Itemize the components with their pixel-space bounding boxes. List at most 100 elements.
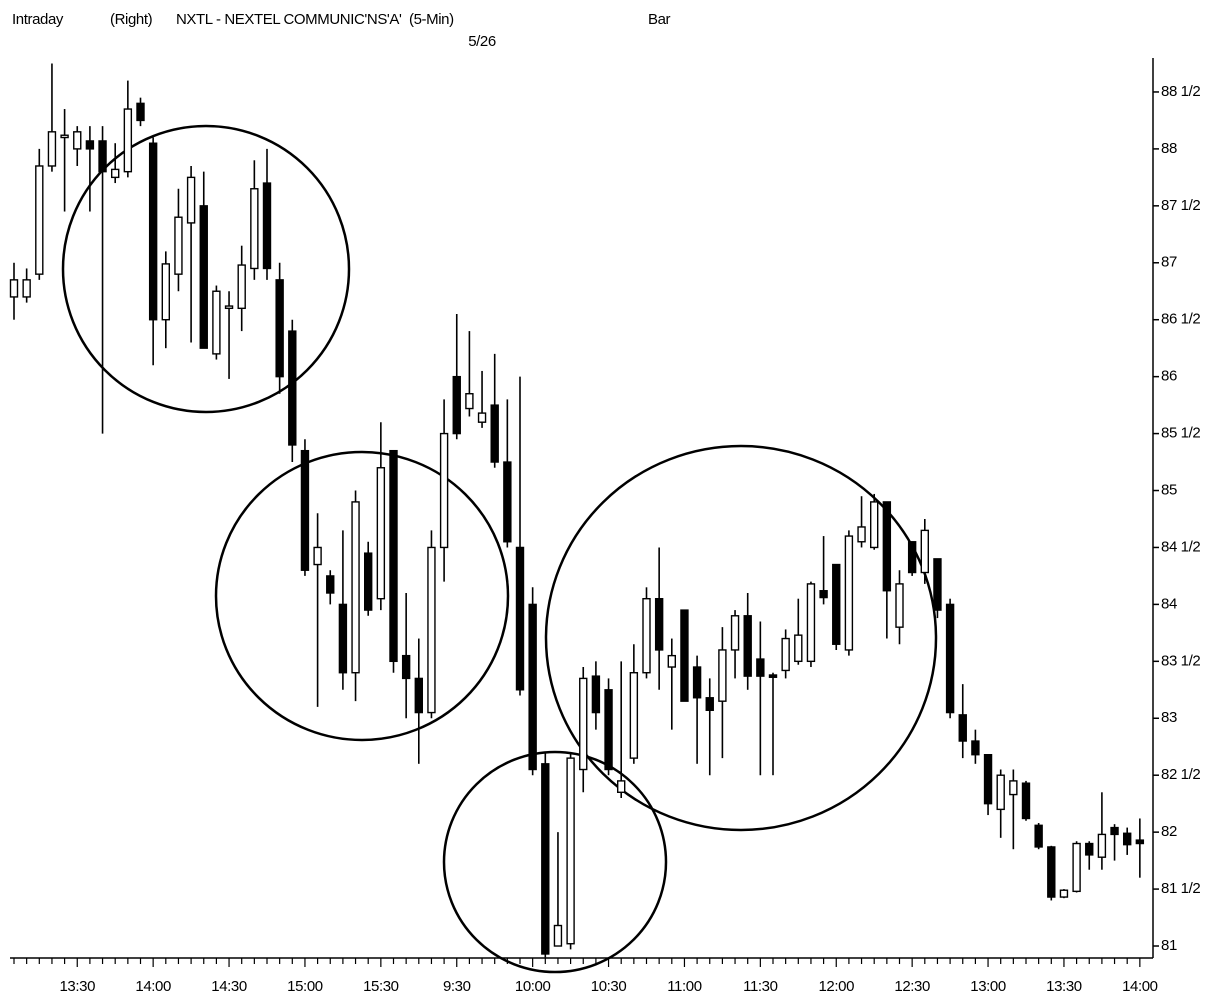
x-tick-label: 15:00 [287, 978, 323, 995]
x-tick-label: 13:00 [970, 978, 1006, 995]
candle-body [1085, 842, 1094, 856]
candle-body [47, 131, 57, 167]
candle-body [85, 140, 95, 150]
x-tick-label: 12:30 [894, 978, 930, 995]
chart-title: NXTL - NEXTEL COMMUNIC'NS'A' (5-Min) [176, 11, 454, 28]
mode-label: Intraday [12, 11, 64, 28]
candle-body [503, 461, 512, 543]
candle-body [857, 526, 866, 543]
candle-body [730, 615, 740, 651]
candle-body [237, 264, 246, 310]
candle-body [123, 108, 133, 173]
x-tick-label: 9:30 [443, 978, 471, 995]
candle-body [427, 546, 436, 714]
candle-body [971, 740, 980, 756]
candle-body [642, 597, 651, 674]
x-tick-label: 14:00 [135, 978, 171, 995]
candle-body [541, 763, 550, 955]
candle-body [477, 412, 487, 423]
candle-body [1072, 842, 1081, 893]
annotation-circle [214, 450, 510, 742]
y-tick-label: 86 1/2 [1161, 311, 1200, 328]
annotation-circle [61, 124, 351, 414]
candle-body [1047, 846, 1056, 898]
candle-body [756, 658, 765, 677]
candle-body [73, 131, 82, 150]
candle-body [1009, 780, 1018, 796]
candle-body [199, 205, 208, 349]
y-tick-label: 87 [1161, 254, 1177, 271]
y-tick-label: 84 1/2 [1161, 538, 1200, 555]
candle-body [389, 449, 398, 663]
y-tick-label: 81 1/2 [1161, 880, 1200, 897]
y-tick-label: 81 [1161, 937, 1177, 954]
candle-body [136, 102, 145, 122]
candle-body [933, 558, 942, 611]
candle-body [465, 393, 474, 410]
candle-body [1110, 826, 1119, 836]
candle-body [1059, 889, 1069, 898]
candle-body [452, 375, 461, 435]
candle-body [401, 654, 411, 680]
candle-body [907, 541, 917, 574]
candle-body [364, 552, 373, 611]
y-tick-label: 88 [1161, 140, 1177, 157]
y-tick-label: 83 [1161, 709, 1177, 726]
candle-body [1135, 839, 1145, 845]
candle-body [895, 583, 904, 628]
candle-body [224, 305, 234, 310]
candle-body [1097, 833, 1107, 858]
candle-body [566, 757, 575, 945]
candle-body [680, 609, 689, 702]
candle-body [870, 501, 879, 549]
candle-body [174, 216, 183, 275]
candle-body [958, 714, 967, 742]
annotation-circles [61, 124, 938, 974]
candle-body [945, 603, 955, 714]
candle-body [515, 546, 525, 691]
candle-body [996, 774, 1005, 811]
candle-body [667, 654, 676, 668]
candle-body [1021, 782, 1031, 820]
side-label: (Right) [110, 11, 153, 28]
x-tick-label: 14:30 [211, 978, 247, 995]
x-tick-label: 12:00 [818, 978, 854, 995]
candle-body [326, 575, 335, 594]
candle-body [629, 672, 639, 759]
candle-body [300, 449, 310, 571]
x-tick-label: 11:00 [667, 978, 701, 995]
candle-body [60, 134, 69, 139]
candle-body [579, 677, 588, 771]
candle-body [98, 140, 107, 173]
candle-body [275, 279, 284, 378]
candle-body [148, 142, 158, 321]
x-tick-label: 13:30 [59, 978, 95, 995]
candle-body [351, 501, 360, 674]
candle-body [882, 501, 892, 592]
candle-body [35, 165, 44, 275]
candle-body [718, 649, 727, 702]
y-tick-label: 82 [1161, 823, 1177, 840]
candle-body [591, 675, 601, 714]
x-tick-label: 14:00 [1122, 978, 1158, 995]
candle-body [743, 615, 752, 677]
y-tick-label: 85 1/2 [1161, 425, 1200, 442]
chart-subtitle: 5/26 [468, 33, 496, 50]
candle-body [288, 330, 297, 446]
candle-body [768, 674, 778, 678]
candle-body [692, 666, 702, 699]
candle-body [781, 637, 790, 672]
candle-body [186, 176, 196, 224]
candle-body [528, 603, 537, 771]
y-tick-label: 83 1/2 [1161, 652, 1200, 669]
y-tick-label: 86 [1161, 368, 1177, 385]
y-tick-label: 87 1/2 [1161, 197, 1200, 214]
candle-body [212, 290, 221, 355]
annotation-circle [442, 750, 668, 974]
style-label: Bar [648, 11, 671, 28]
candle-body [1122, 832, 1132, 846]
candle-body [490, 404, 499, 463]
candle-body [110, 168, 120, 179]
candle-body [553, 924, 563, 947]
